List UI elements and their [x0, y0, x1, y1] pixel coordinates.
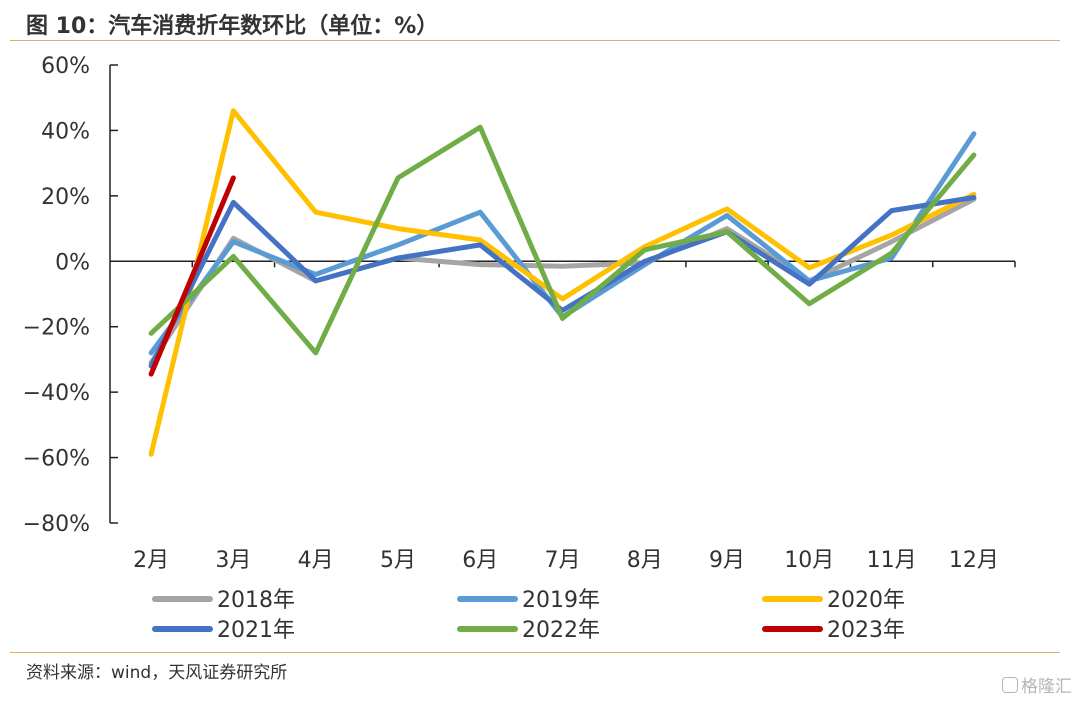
- x-tick-label: 7月: [545, 548, 581, 573]
- title-divider: [10, 40, 1060, 41]
- line-chart: −80% −60% −40% −20% 0% 20% 40% 60% 2月 3月 4月 5月 6月 7月 8…: [23, 54, 1016, 643]
- y-tick-label: 20%: [41, 185, 90, 210]
- series-line-2021: [148, 195, 977, 369]
- series-line-2022: [148, 124, 977, 356]
- y-tick-label: −20%: [23, 316, 90, 341]
- y-tick-label: 0%: [55, 250, 90, 275]
- legend-label: 2019年: [522, 588, 600, 613]
- chart-legend: 2018年 2019年 2020年 2021年 2022年 2023年: [152, 588, 905, 643]
- chart-axes: −80% −60% −40% −20% 0% 20% 40% 60% 2月 3月 4月 5月 6月 7月 8…: [23, 54, 1016, 573]
- legend-label: 2020年: [827, 588, 905, 613]
- x-tick-label: 8月: [627, 548, 663, 573]
- y-tick-label: −40%: [23, 381, 90, 406]
- series-line-2023: [148, 175, 236, 377]
- y-tick-label: 40%: [41, 119, 90, 144]
- chart-series: [148, 108, 977, 457]
- source-divider: [10, 652, 1060, 653]
- x-tick-label: 9月: [709, 548, 745, 573]
- y-tick-label: 60%: [41, 54, 90, 79]
- series-line-2018: [148, 196, 977, 366]
- watermark: 格隆汇: [1002, 672, 1072, 697]
- legend-label: 2021年: [217, 618, 295, 643]
- x-tick-label: 5月: [380, 548, 416, 573]
- legend-label: 2018年: [217, 588, 295, 613]
- x-tick-label: 4月: [298, 548, 334, 573]
- y-tick-label: −60%: [23, 447, 90, 472]
- series-line-2020: [148, 108, 977, 457]
- y-tick-label: −80%: [23, 512, 90, 537]
- x-tick-label: 3月: [215, 548, 251, 573]
- x-tick-label: 12月: [949, 548, 999, 573]
- legend-label: 2023年: [827, 618, 905, 643]
- x-tick-label: 6月: [462, 548, 498, 573]
- x-tick-label: 10月: [784, 548, 834, 573]
- x-tick-label: 2月: [133, 548, 169, 573]
- x-tick-label: 11月: [867, 548, 917, 573]
- watermark-text: 格隆汇: [1021, 677, 1072, 697]
- source-note: 资料来源：wind，天风证券研究所: [26, 663, 288, 683]
- legend-label: 2022年: [522, 618, 600, 643]
- figure-title: 图 10：汽车消费折年数环比（单位：%）: [26, 14, 439, 39]
- watermark-logo-icon: [1002, 676, 1018, 693]
